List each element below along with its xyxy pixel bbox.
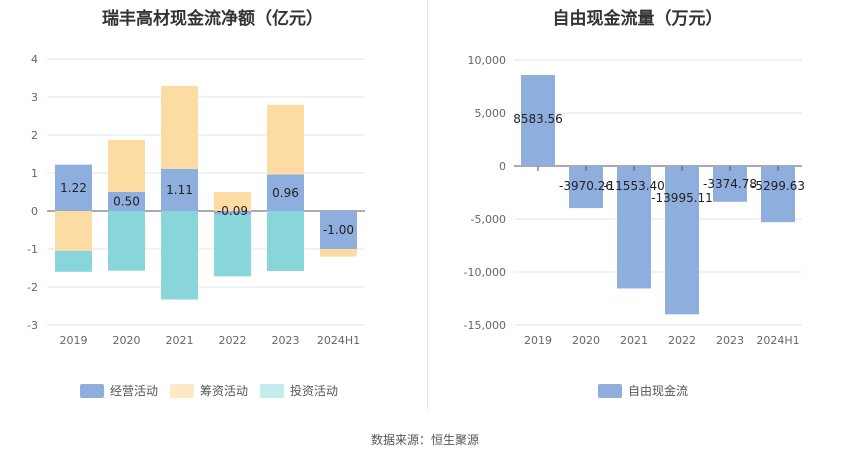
- left-bar-investing: [214, 214, 251, 277]
- right-x-tick-label: 2023: [716, 334, 744, 347]
- left-bar-financing: [214, 192, 251, 211]
- legend-swatch-free-cash-flow: [598, 383, 622, 398]
- left-legend: 经营活动 筹资活动 投资活动: [80, 382, 350, 399]
- left-data-label: 1.11: [166, 183, 193, 197]
- left-x-tick-label: 2020: [113, 334, 141, 347]
- right-y-tick-label: 5,000: [475, 107, 507, 120]
- right-bar-free-cash-flow: [713, 166, 747, 202]
- left-data-label: 0.50: [113, 195, 140, 209]
- right-legend: 自由现金流: [598, 382, 700, 399]
- right-y-tick-label: -5,000: [471, 213, 506, 226]
- right-y-tick-label: -15,000: [464, 319, 506, 332]
- legend-item-financing[interactable]: 筹资活动: [170, 382, 248, 399]
- right-chart-title: 自由现金流量（万元）: [552, 9, 723, 29]
- left-bar-operating: [55, 164, 92, 211]
- left-bar-financing: [161, 85, 198, 169]
- left-chart-title: 瑞丰高材现金流净额（亿元）: [102, 9, 323, 29]
- right-x-tick-label: 2022: [668, 334, 696, 347]
- left-y-tick-label: 0: [31, 205, 38, 218]
- right-bar-free-cash-flow: [521, 75, 555, 166]
- left-x-tick-label: 2024H1: [317, 334, 360, 347]
- data-source-note: 数据来源：恒生聚源: [370, 433, 479, 447]
- legend-item-investing[interactable]: 投资活动: [260, 382, 338, 399]
- right-data-label: -5299.63: [751, 179, 805, 193]
- left-bar-financing: [108, 139, 145, 192]
- left-bar-investing: [108, 211, 145, 271]
- legend-item-free-cash-flow[interactable]: 自由现金流: [598, 382, 688, 399]
- legend-label-financing: 筹资活动: [200, 384, 249, 398]
- right-y-tick-label: 0: [499, 160, 506, 173]
- right-data-label: -3374.78: [703, 177, 757, 191]
- right-x-tick-label: 2021: [620, 334, 648, 347]
- left-x-tick-label: 2021: [166, 334, 194, 347]
- left-data-label: 0.96: [272, 186, 299, 200]
- legend-swatch-investing: [260, 383, 285, 398]
- left-x-tick-label: 2022: [219, 334, 247, 347]
- right-bar-free-cash-flow: [761, 166, 795, 223]
- right-x-tick-label: 2019: [524, 334, 552, 347]
- legend-label-operating: 经营活动: [110, 384, 159, 398]
- right-y-tick-label: -10,000: [464, 266, 506, 279]
- left-bar-operating: [161, 168, 198, 211]
- chart-divider: [427, 0, 428, 410]
- right-bar-free-cash-flow: [617, 166, 651, 289]
- left-y-tick-label: 1: [31, 167, 38, 180]
- left-data-label: -1.00: [323, 223, 354, 237]
- left-data-label: -0.09: [217, 204, 248, 218]
- legend-swatch-operating: [80, 383, 104, 398]
- left-bar-financing: [267, 104, 304, 175]
- left-y-tick-label: -2: [27, 281, 38, 294]
- left-bar-operating: [267, 174, 304, 211]
- left-x-tick-label: 2023: [272, 334, 300, 347]
- left-y-tick-label: 4: [31, 53, 38, 66]
- legend-swatch-financing: [170, 383, 195, 398]
- left-bar-financing: [320, 249, 357, 257]
- legend-item-operating[interactable]: 经营活动: [80, 382, 158, 399]
- right-y-tick-label: 10,000: [468, 54, 507, 67]
- right-data-label: -13995.11: [651, 191, 713, 205]
- right-bar-free-cash-flow: [569, 166, 603, 209]
- left-y-tick-label: 2: [31, 129, 38, 142]
- left-bar-operating: [108, 192, 145, 211]
- left-bar-operating: [214, 211, 251, 215]
- right-data-label: 8583.56: [513, 112, 563, 126]
- left-bar-operating: [320, 211, 357, 249]
- left-y-tick-label: -3: [27, 319, 38, 332]
- left-y-tick-label: -1: [27, 243, 38, 256]
- left-bar-investing: [267, 211, 304, 272]
- left-bar-financing: [55, 211, 92, 251]
- left-bar-investing: [161, 211, 198, 300]
- left-data-label: 1.22: [60, 181, 87, 195]
- left-x-tick-label: 2019: [60, 334, 88, 347]
- right-data-label: -3970.26: [559, 179, 613, 193]
- right-x-tick-label: 2024H1: [756, 334, 799, 347]
- right-x-tick-label: 2020: [572, 334, 600, 347]
- right-data-label: -11553.40: [603, 179, 665, 193]
- legend-label-free-cash-flow: 自由现金流: [628, 384, 689, 398]
- right-bar-free-cash-flow: [665, 166, 699, 315]
- left-bar-investing: [55, 250, 92, 272]
- legend-label-investing: 投资活动: [290, 384, 339, 398]
- left-y-tick-label: 3: [31, 91, 38, 104]
